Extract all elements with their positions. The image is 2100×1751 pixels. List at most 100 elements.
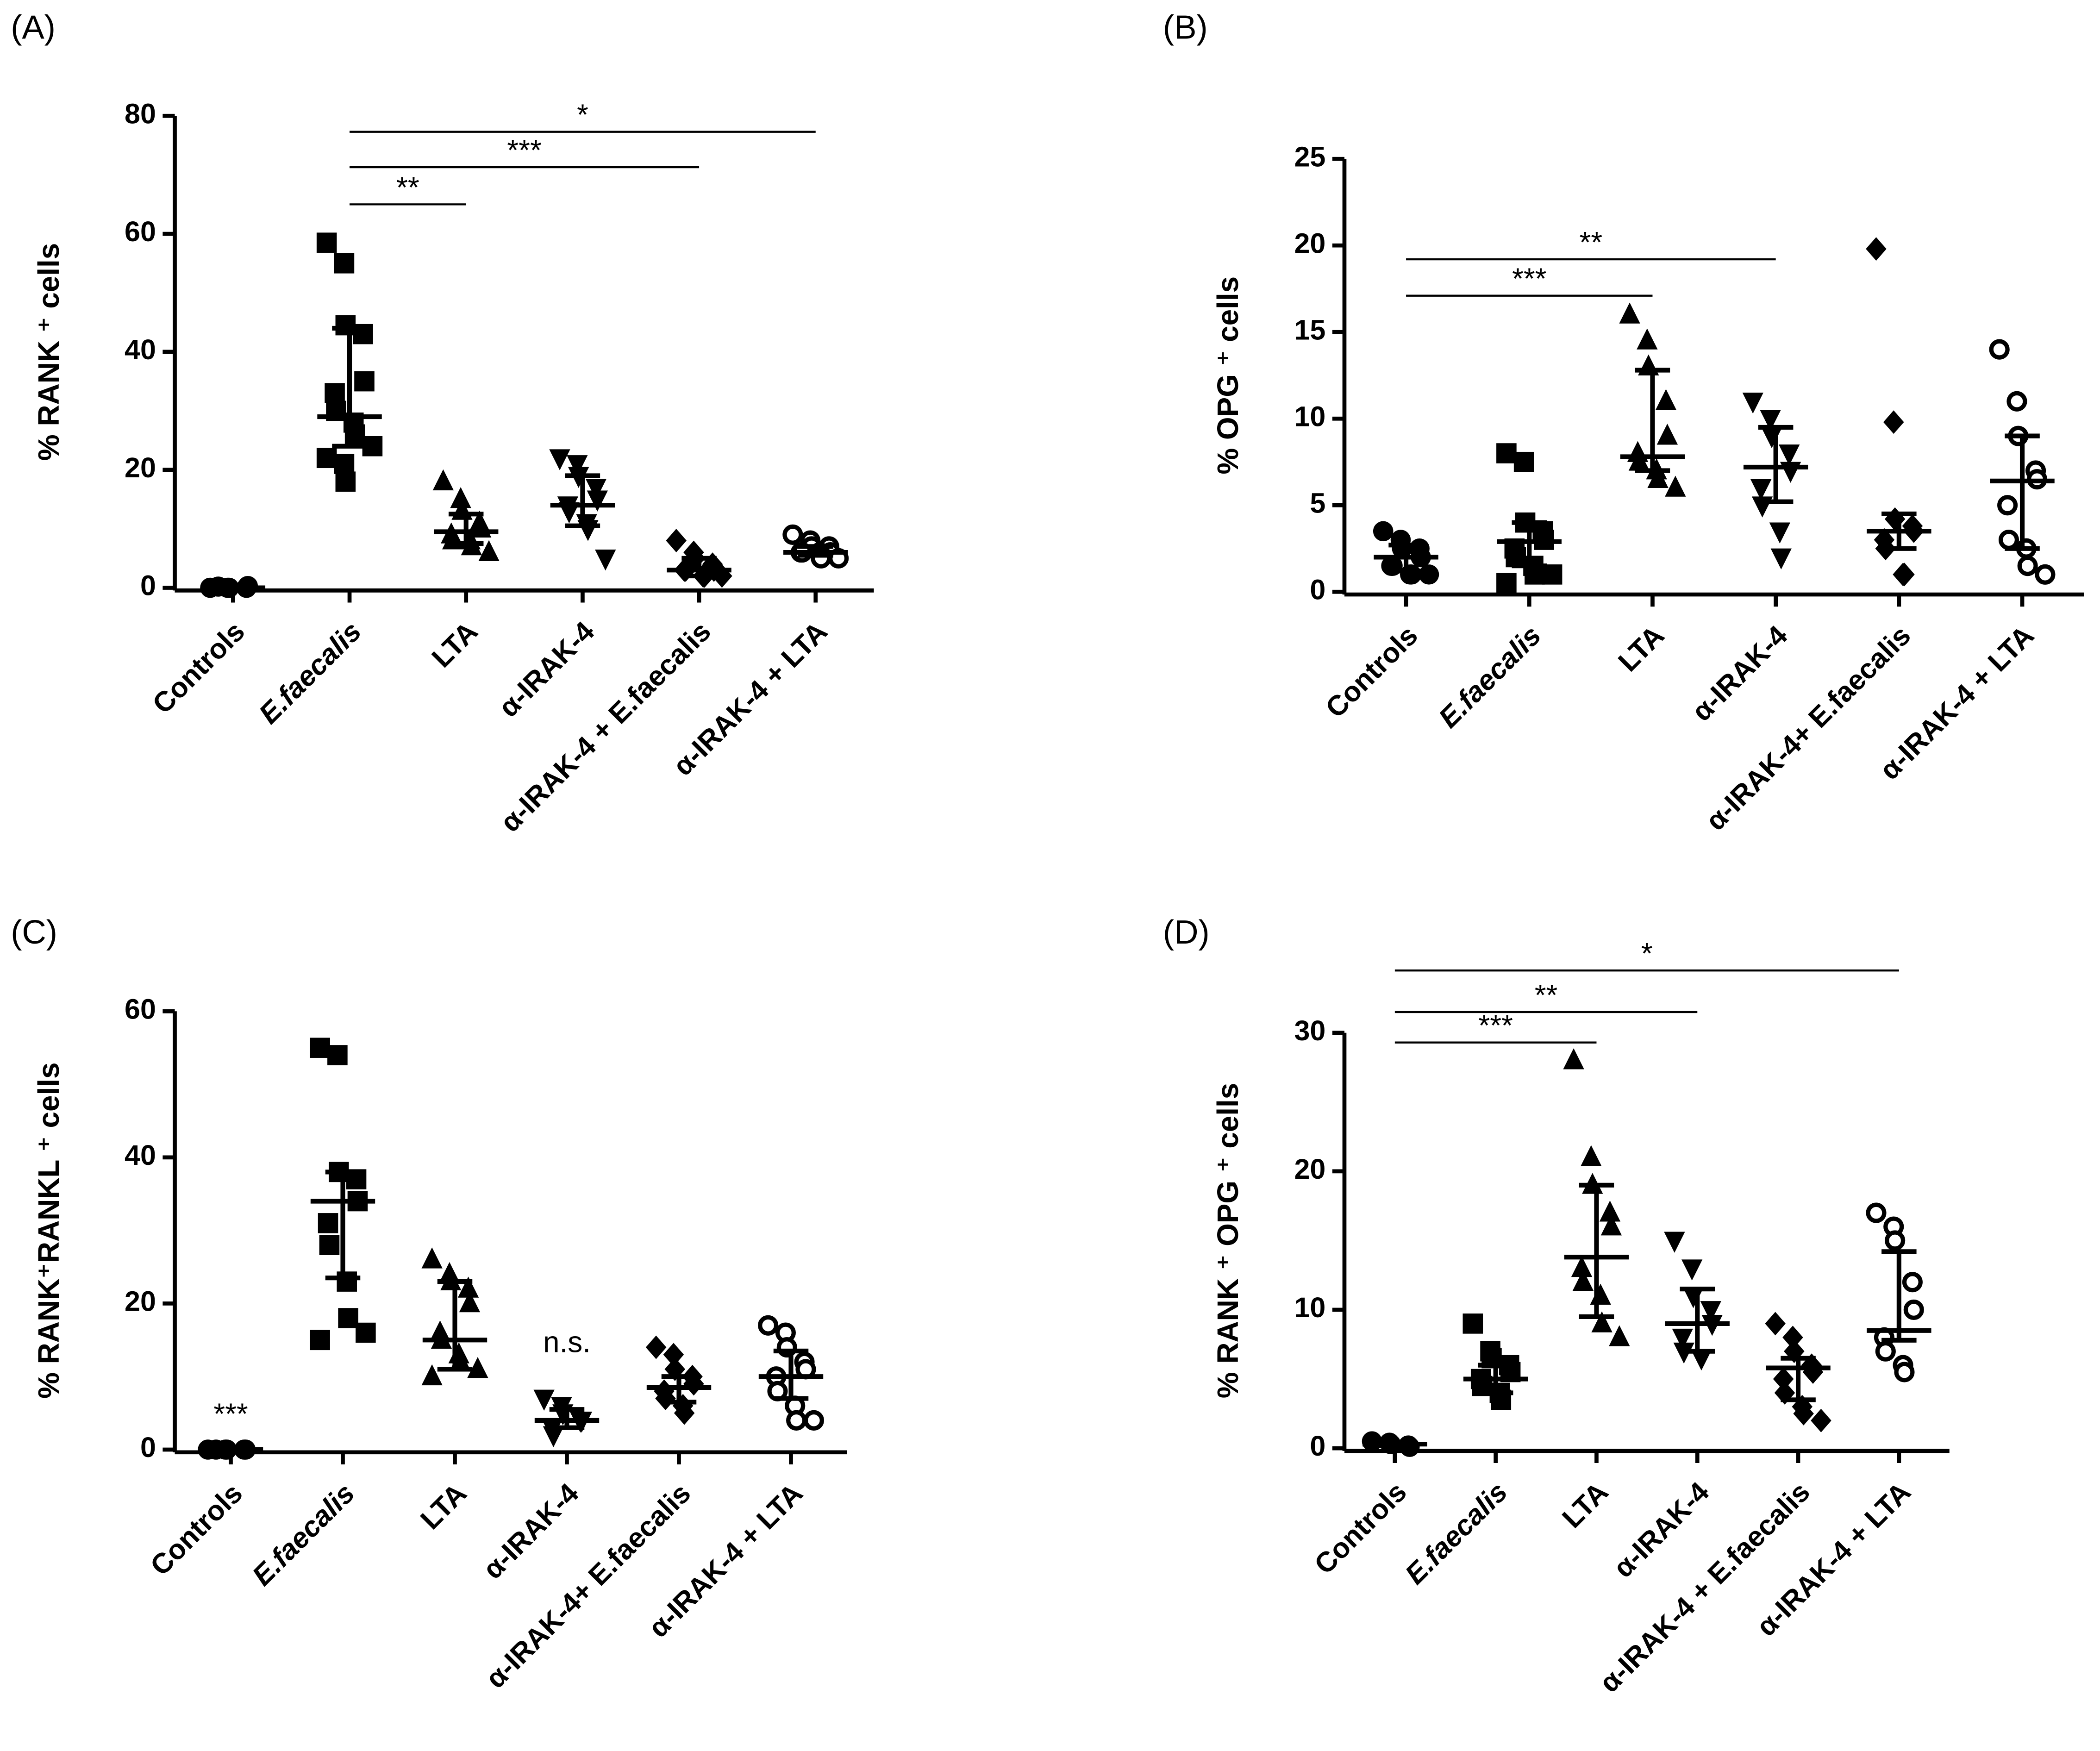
- point: [1894, 1362, 1915, 1382]
- point: [334, 454, 355, 474]
- y-tick-label: 5: [1310, 487, 1325, 519]
- significance-label: **: [1535, 978, 1558, 1012]
- point: [1903, 1299, 1924, 1320]
- point: [1866, 1202, 1887, 1223]
- point: [1496, 573, 1517, 594]
- x-tick-label: α-IRAK-4: [1607, 1476, 1715, 1584]
- point: [1742, 392, 1763, 414]
- point: [1885, 1230, 1906, 1251]
- point: [334, 253, 355, 274]
- y-tick-label: 0: [1310, 1430, 1325, 1462]
- point: [2006, 391, 2027, 412]
- x-tick-label: E.faecalis: [246, 1477, 361, 1592]
- x-tick-label: Controls: [1308, 1476, 1412, 1580]
- significance-label: *: [577, 98, 588, 131]
- point: [1750, 479, 1772, 500]
- point: [319, 1235, 340, 1255]
- y-tick-label: 0: [140, 1432, 156, 1463]
- panel-label: (D): [1163, 913, 1210, 951]
- point: [1664, 1232, 1685, 1253]
- x-tick-label: α-IRAK-4: [477, 1477, 585, 1585]
- point: [1902, 1272, 1923, 1293]
- x-tick-label: LTA: [414, 1477, 472, 1535]
- y-tick-label: 20: [125, 452, 156, 483]
- point: [645, 1335, 667, 1359]
- significance-label: ***: [213, 1397, 248, 1430]
- x-tick-label: LTA: [1556, 1476, 1614, 1534]
- panel-label: (B): [1163, 9, 1208, 46]
- y-tick-label: 40: [125, 334, 156, 365]
- y-tick-label: 10: [1294, 400, 1325, 432]
- point: [1513, 451, 1534, 472]
- point: [1665, 475, 1686, 497]
- y-tick-label: 20: [1294, 227, 1325, 259]
- point: [1609, 1325, 1630, 1346]
- y-axis-label: % RANK ⁺ OPG ⁺ cells: [1211, 1083, 1244, 1399]
- point: [432, 469, 454, 491]
- point: [1989, 339, 2010, 360]
- point: [1866, 237, 1887, 261]
- point: [421, 1364, 443, 1386]
- point: [1760, 410, 1781, 431]
- y-tick-label: 60: [125, 993, 156, 1025]
- point: [1779, 444, 1800, 466]
- point: [1563, 1048, 1584, 1069]
- y-tick-label: 20: [125, 1286, 156, 1317]
- y-tick-label: 40: [125, 1139, 156, 1171]
- point: [421, 1247, 443, 1269]
- y-tick-label: 10: [1294, 1292, 1325, 1323]
- point: [1761, 427, 1782, 449]
- significance-label: ***: [1512, 262, 1547, 295]
- point: [338, 1308, 358, 1328]
- point: [1591, 1311, 1612, 1332]
- panel-label: (A): [11, 9, 56, 46]
- point: [2035, 564, 2056, 585]
- point: [354, 371, 375, 392]
- point: [1672, 1328, 1693, 1350]
- point: [325, 383, 345, 403]
- x-tick-label: LTA: [425, 615, 483, 673]
- point: [533, 1389, 555, 1411]
- point: [1419, 564, 1439, 585]
- point: [335, 315, 356, 336]
- point: [587, 490, 608, 512]
- point: [478, 540, 500, 561]
- significance-label: **: [1580, 225, 1603, 259]
- point: [1462, 1313, 1483, 1334]
- y-tick-label: 80: [125, 98, 156, 129]
- point: [1681, 1259, 1703, 1281]
- point: [337, 1271, 357, 1292]
- point: [335, 471, 356, 492]
- point: [1506, 547, 1526, 568]
- point: [758, 1315, 779, 1336]
- point: [1811, 1408, 1831, 1432]
- point: [1997, 495, 2018, 516]
- y-tick-label: 20: [1294, 1153, 1325, 1185]
- significance-label: *: [1641, 937, 1653, 970]
- point: [1793, 1401, 1814, 1426]
- point: [666, 529, 687, 553]
- point: [803, 1410, 824, 1431]
- point: [567, 455, 588, 476]
- x-tick-label: α-IRAK-4 + E.faecalis: [494, 615, 717, 838]
- point: [1883, 410, 1904, 434]
- point: [327, 1045, 348, 1065]
- point: [356, 1322, 376, 1343]
- point: [1700, 1301, 1721, 1322]
- significance-label: ***: [507, 133, 542, 167]
- x-tick-label: LTA: [1612, 619, 1670, 677]
- y-tick-label: 25: [1294, 141, 1325, 172]
- point: [1496, 443, 1517, 463]
- y-tick-label: 30: [1294, 1015, 1325, 1046]
- x-tick-label: E.faecalis: [1399, 1476, 1513, 1590]
- point: [1619, 302, 1640, 324]
- y-tick-label: 15: [1294, 314, 1325, 345]
- x-tick-label: E.faecalis: [1432, 619, 1547, 734]
- point: [1765, 1312, 1786, 1336]
- point: [1637, 328, 1658, 350]
- point: [786, 1410, 807, 1431]
- y-axis-label: % RANK ⁺ cells: [32, 243, 65, 461]
- x-tick-label: Controls: [146, 615, 250, 719]
- x-tick-label: α-IRAK-4: [493, 615, 600, 723]
